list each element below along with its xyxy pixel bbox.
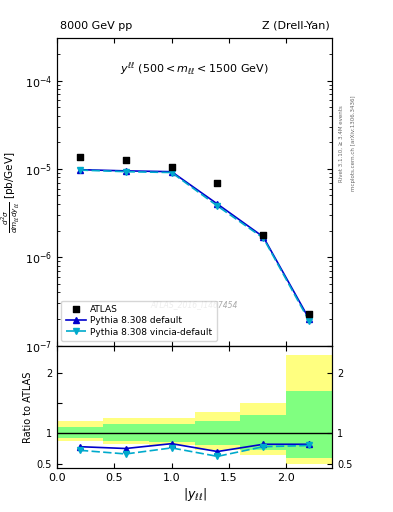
ATLAS xyxy=(260,230,266,239)
Bar xyxy=(241,403,286,455)
Pythia 8.308 default xyxy=(123,168,128,174)
X-axis label: $|y_{\ell\ell}|$: $|y_{\ell\ell}|$ xyxy=(183,486,206,503)
ATLAS xyxy=(169,163,175,171)
Text: Rivet 3.1.10, ≥ 3.4M events: Rivet 3.1.10, ≥ 3.4M events xyxy=(339,105,344,182)
Text: ATLAS_2016_I1467454: ATLAS_2016_I1467454 xyxy=(151,300,238,309)
Bar xyxy=(286,391,332,458)
Text: 8000 GeV pp: 8000 GeV pp xyxy=(60,20,132,31)
Bar xyxy=(195,412,241,451)
Bar xyxy=(286,355,332,464)
Bar xyxy=(149,418,195,445)
Pythia 8.308 default xyxy=(307,316,312,322)
Bar xyxy=(57,428,103,438)
Bar xyxy=(149,424,195,442)
Pythia 8.308 vincia-default xyxy=(169,169,174,176)
ATLAS xyxy=(306,310,312,318)
ATLAS xyxy=(123,156,129,164)
Line: Pythia 8.308 default: Pythia 8.308 default xyxy=(77,166,312,322)
Pythia 8.308 vincia-default xyxy=(261,235,266,241)
Bar xyxy=(103,418,149,444)
Pythia 8.308 vincia-default xyxy=(307,318,312,324)
Text: mcplots.cern.ch [arXiv:1306.3436]: mcplots.cern.ch [arXiv:1306.3436] xyxy=(351,96,356,191)
Pythia 8.308 default xyxy=(261,234,266,240)
Pythia 8.308 default xyxy=(77,166,82,173)
Pythia 8.308 vincia-default xyxy=(215,203,220,209)
Bar xyxy=(103,424,149,441)
Bar xyxy=(195,421,241,445)
Line: Pythia 8.308 vincia-default: Pythia 8.308 vincia-default xyxy=(77,167,312,324)
Legend: ATLAS, Pythia 8.308 default, Pythia 8.308 vincia-default: ATLAS, Pythia 8.308 default, Pythia 8.30… xyxy=(61,301,217,341)
Text: Z (Drell-Yan): Z (Drell-Yan) xyxy=(262,20,329,31)
Pythia 8.308 vincia-default xyxy=(123,168,128,175)
Pythia 8.308 vincia-default xyxy=(77,167,82,173)
Pythia 8.308 default xyxy=(169,168,174,175)
ATLAS xyxy=(214,179,220,187)
Pythia 8.308 default xyxy=(215,201,220,207)
ATLAS xyxy=(77,153,83,161)
Y-axis label: Ratio to ATLAS: Ratio to ATLAS xyxy=(22,371,33,443)
Text: $y^{\ell\ell}\ (500 < m_{\ell\ell} < 1500\ \mathrm{GeV})$: $y^{\ell\ell}\ (500 < m_{\ell\ell} < 150… xyxy=(120,60,269,76)
Bar xyxy=(241,415,286,451)
Y-axis label: $\frac{d^2\sigma}{dm_{\ell\ell}dy_{\ell\ell}}$ [pb/GeV]: $\frac{d^2\sigma}{dm_{\ell\ell}dy_{\ell\… xyxy=(0,151,20,233)
Bar xyxy=(57,421,103,441)
